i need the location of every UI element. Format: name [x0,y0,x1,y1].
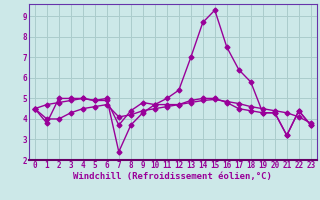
X-axis label: Windchill (Refroidissement éolien,°C): Windchill (Refroidissement éolien,°C) [73,172,272,181]
